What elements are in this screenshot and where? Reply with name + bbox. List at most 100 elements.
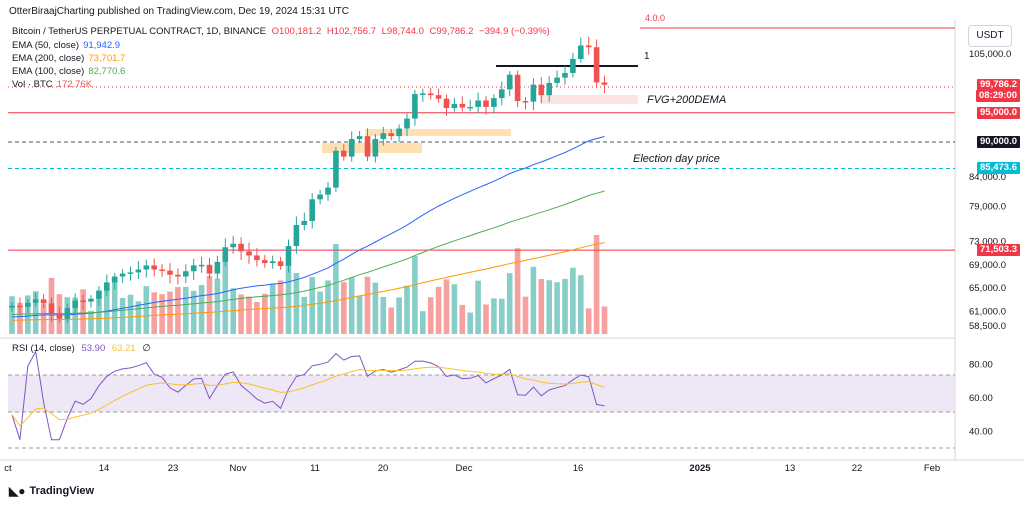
candle-body	[80, 300, 86, 302]
rsi-axis-tick: 40.00	[969, 426, 993, 437]
time-axis-tick: 16	[573, 463, 584, 474]
volume-bar	[269, 283, 276, 334]
tradingview-logo-icon: ◣●	[9, 484, 26, 498]
candle-body	[159, 269, 165, 271]
rsi-line	[11, 349, 605, 441]
candle-body	[254, 255, 260, 261]
time-axis-tick: Feb	[924, 463, 940, 474]
candle-body	[325, 187, 331, 195]
volume-bar	[167, 291, 173, 334]
candle-body	[601, 82, 608, 85]
volume-bar	[143, 286, 150, 334]
price-tag: 85,473.6	[977, 162, 1020, 175]
candle-body	[198, 264, 205, 267]
fvg-zone	[540, 95, 638, 104]
symbol-legend: Bitcoin / TetherUS PERPETUAL CONTRACT, 1…	[12, 26, 553, 37]
ohlc-high: H102,756.7	[326, 26, 376, 37]
rsi-axis-tick: 80.00	[969, 360, 993, 371]
candle-body	[578, 45, 584, 59]
candle-body	[72, 300, 78, 309]
time-axis-tick: 23	[168, 463, 179, 474]
volume-bar	[467, 312, 473, 334]
volume-bar	[96, 296, 102, 334]
volume-bar	[222, 261, 229, 334]
time-axis-tick: 14	[99, 463, 110, 474]
volume-bar	[483, 304, 489, 334]
volume-bar	[198, 285, 205, 334]
candle-body	[593, 47, 600, 83]
volume-bar	[246, 296, 252, 334]
symbol-name: Bitcoin / TetherUS PERPETUAL CONTRACT, 1…	[12, 26, 266, 37]
volume-bar	[40, 304, 47, 334]
price-axis-tick: 84,000.0	[969, 172, 1006, 183]
candle-body	[483, 100, 489, 107]
candle-body	[522, 101, 529, 103]
volume-bar	[151, 292, 157, 334]
candle-body	[333, 150, 339, 188]
candle-body	[562, 72, 568, 78]
ema50-legend[interactable]: EMA (50, close) 91,942.9	[12, 40, 121, 51]
volume-bar	[506, 273, 513, 334]
volume-bar	[372, 282, 379, 334]
time-axis-tick: 2025	[689, 463, 711, 474]
candle-body	[269, 261, 276, 264]
price-tag: 90,000.0	[977, 135, 1020, 148]
candle-body	[341, 150, 347, 157]
volume-bar	[404, 285, 410, 334]
volume-bar	[562, 278, 568, 334]
candle-body	[427, 93, 434, 96]
volume-bar	[135, 301, 142, 334]
top-cut-label: 4.0.0	[645, 13, 666, 23]
volume-bar	[230, 288, 236, 334]
candle-body	[135, 269, 142, 273]
candle-body	[25, 302, 31, 307]
candle-body	[246, 251, 252, 256]
volume-bar	[356, 295, 363, 334]
price-tag: 71,503.3	[977, 244, 1020, 257]
candle-body	[538, 84, 545, 96]
price-axis-tick: 65,000.0	[969, 283, 1006, 294]
ema100-legend[interactable]: EMA (100, close) 82,770.6	[12, 66, 126, 77]
ema50-line	[11, 136, 605, 318]
price-axis-tick: 73,000.0	[969, 236, 1006, 247]
volume-bar	[32, 291, 39, 334]
candle-body	[420, 93, 426, 95]
rsi-legend[interactable]: RSI (14, close) 53.90 63.21 ∅	[12, 343, 151, 354]
candle-body	[175, 274, 181, 277]
candle-body	[64, 308, 71, 319]
candle-body	[364, 136, 371, 157]
candle-body	[372, 139, 379, 157]
volume-legend[interactable]: Vol · BTC 172.76K	[12, 79, 93, 90]
candle-body	[459, 103, 466, 108]
volume-bar	[593, 235, 600, 334]
volume-bar	[459, 304, 466, 334]
candle-body	[506, 74, 513, 90]
volume-bar	[443, 279, 450, 334]
candle-body	[190, 265, 197, 272]
volume-bar	[254, 301, 260, 334]
volume-bar	[9, 296, 15, 334]
price-axis-tick: 105,000.0	[969, 49, 1011, 60]
volume-bar	[499, 298, 505, 334]
candle-body	[183, 271, 189, 277]
currency-selector[interactable]: USDT	[968, 25, 1012, 47]
candle-body	[9, 305, 15, 308]
price-axis-tick: 61,000.0	[969, 307, 1006, 318]
candle-body	[40, 299, 47, 304]
volume-bar	[601, 306, 608, 334]
volume-bar	[348, 277, 355, 334]
tradingview-logo[interactable]: ◣● TradingView	[9, 484, 95, 498]
volume-bar	[119, 297, 126, 334]
candle-body	[491, 98, 497, 107]
rsi-ma-line	[11, 366, 605, 427]
volume-bar	[301, 296, 308, 334]
candle-body	[277, 261, 284, 266]
ema200-legend[interactable]: EMA (200, close) 73,701.7	[12, 53, 126, 64]
candle-body	[514, 74, 521, 102]
candle-body	[396, 128, 402, 137]
time-axis-tick: 11	[310, 463, 320, 474]
candle-body	[412, 94, 418, 119]
candle-body	[151, 265, 157, 270]
volume-bar	[175, 287, 181, 334]
